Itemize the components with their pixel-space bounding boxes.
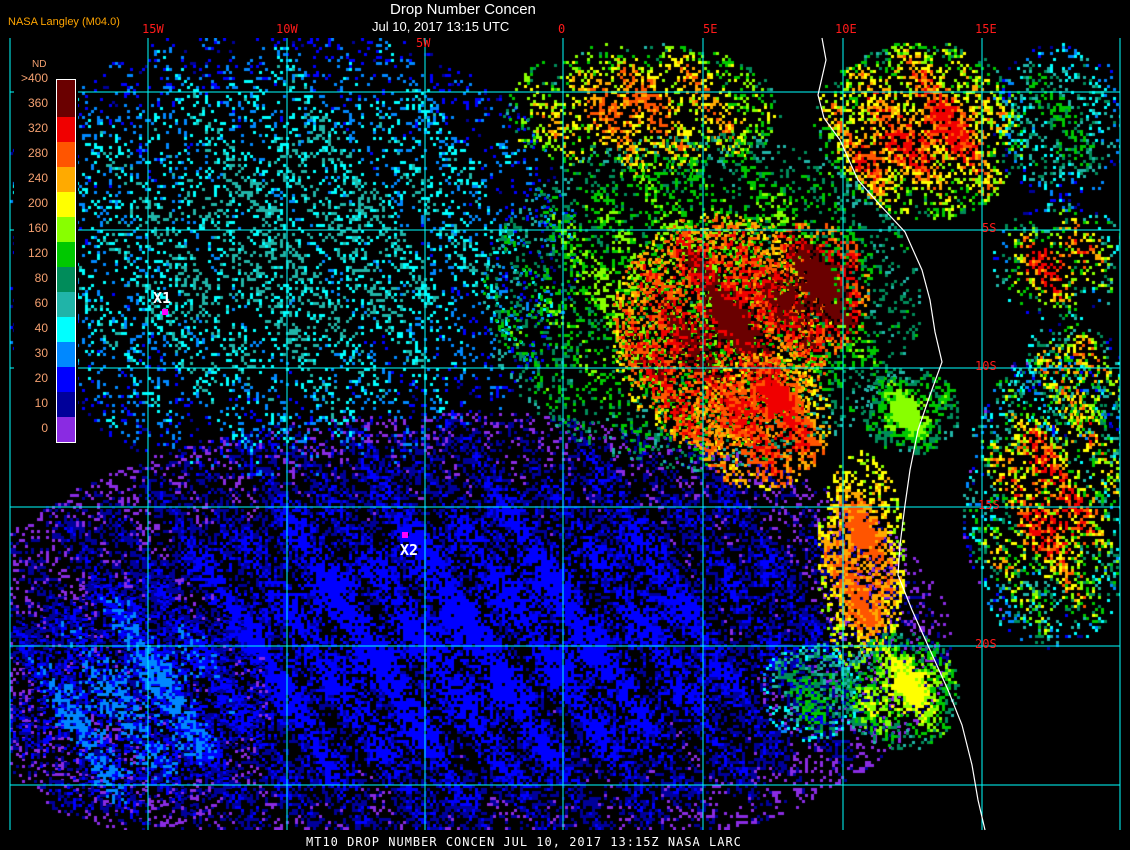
lat-label-10s: 10S	[975, 359, 997, 373]
lon-label-15w: 15W	[142, 22, 164, 36]
legend-label: 320	[27, 121, 48, 135]
legend-swatch	[57, 392, 75, 417]
legend-swatch	[57, 367, 75, 392]
legend-label: 10	[34, 396, 48, 410]
legend-unit: ND	[32, 59, 47, 70]
legend-swatch	[57, 92, 75, 117]
marker-x2-dot	[402, 532, 408, 538]
legend-swatch	[57, 342, 75, 367]
legend-swatch	[57, 317, 75, 342]
legend-label: >400	[20, 71, 48, 85]
lon-label-5e: 5E	[703, 22, 718, 36]
lon-label-0: 0	[558, 22, 566, 36]
legend-label: 160	[27, 221, 48, 235]
legend-label: 20	[34, 371, 48, 385]
legend-label: 240	[27, 171, 48, 185]
lon-label-15e: 15E	[975, 22, 997, 36]
legend-label: 360	[27, 96, 48, 110]
lon-label-10w: 10W	[276, 22, 298, 36]
legend-label: 30	[34, 346, 48, 360]
legend-label: 80	[34, 271, 48, 285]
legend-label: 280	[27, 146, 48, 160]
lon-label-10e: 10E	[835, 22, 857, 36]
lat-label-20s: 20S	[975, 637, 997, 651]
legend-swatch	[57, 80, 75, 92]
legend-swatch	[57, 167, 75, 192]
organization-label: NASA Langley (M04.0)	[8, 16, 120, 28]
legend-swatch	[57, 417, 75, 442]
legend-label: 200	[27, 196, 48, 210]
product-title: Drop Number Concen	[390, 1, 536, 18]
legend-label: 0	[41, 421, 48, 435]
datetime: Jul 10, 2017 13:15 UTC	[372, 19, 510, 34]
legend-swatch	[57, 292, 75, 317]
marker-x2-label: X2	[400, 541, 419, 559]
satellite-imagery	[10, 38, 1120, 830]
legend-swatch	[57, 217, 75, 242]
lat-label-15s: 15S	[978, 498, 1000, 512]
legend-swatch	[57, 267, 75, 292]
legend-swatch	[57, 117, 75, 142]
color-legend: ND >400 360 320 280 240 200 160 120 80 60 40 30 20 10…	[14, 59, 78, 443]
legend-color-bar	[56, 79, 76, 443]
lat-lon-grid	[9, 38, 1121, 830]
legend-swatch	[57, 142, 75, 167]
marker-x1-dot	[162, 309, 168, 315]
marker-x1-label: X1	[153, 289, 172, 307]
legend-swatch	[57, 192, 75, 217]
lon-label-5w: 5W	[416, 36, 431, 50]
footer-caption: MT10 DROP NUMBER CONCEN JUL 10, 2017 13:…	[306, 835, 742, 849]
legend-label: 40	[34, 321, 48, 335]
legend-label: 120	[27, 246, 48, 260]
legend-label: 60	[34, 296, 48, 310]
lat-label-5s: 5S	[982, 221, 997, 235]
coastline	[817, 37, 986, 831]
legend-swatch	[57, 242, 75, 267]
